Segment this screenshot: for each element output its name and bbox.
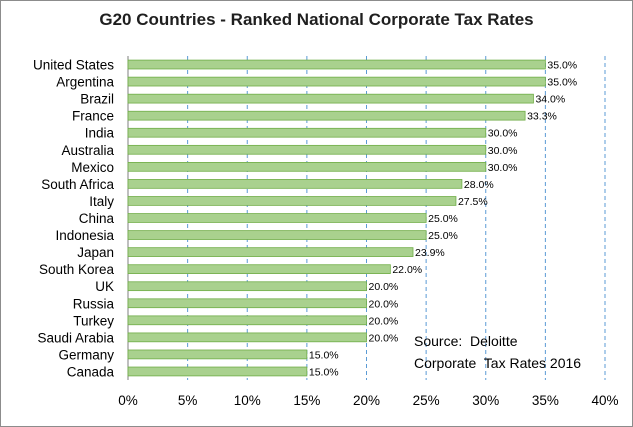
category-label: Turkey [73,313,114,328]
category-label: South Africa [41,177,114,192]
category-label: Germany [58,347,114,362]
data-label: 35.0% [547,60,577,72]
data-label: 15.0% [309,349,339,361]
category-label: China [79,211,115,226]
source-line-2: Corporate Tax Rates 2016 [414,355,582,371]
category-label: South Korea [39,262,115,277]
bar [127,264,391,274]
category-label: Australia [61,143,114,158]
bar [127,196,457,206]
chart-title: G20 Countries - Ranked National Corporat… [99,10,534,29]
data-label: 20.0% [369,332,399,344]
x-tick-label: 15% [293,393,320,408]
category-label: Indonesia [55,228,114,243]
x-tick-label: 0% [118,393,138,408]
x-tick-label: 30% [472,393,499,408]
category-label: Canada [67,364,115,379]
x-tick-label: 40% [591,393,618,408]
bar [127,144,487,155]
category-label: India [85,126,115,141]
bar [127,110,526,121]
category-label: UK [95,279,114,294]
data-label: 35.0% [547,77,577,89]
category-label: Russia [73,296,115,311]
bar [127,315,367,326]
source-line-1: Source: Deloitte [414,333,518,349]
bar [127,332,367,343]
data-label: 30.0% [488,162,518,174]
bar [127,366,308,377]
data-label: 22.0% [392,264,422,276]
category-label: United States [33,58,114,73]
data-label: 28.0% [464,179,494,191]
x-tick-label: 10% [234,393,261,408]
x-tick-label: 25% [413,393,440,408]
data-label: 20.0% [369,281,399,293]
bar [127,230,427,240]
bar [127,247,414,257]
data-label: 27.5% [458,196,488,208]
category-label: Italy [89,194,114,209]
data-label: 15.0% [309,366,339,378]
x-tick-label: 20% [353,393,380,408]
bar [127,179,463,189]
category-label: Argentina [56,75,114,90]
bar [127,281,367,292]
category-label: Brazil [80,92,114,107]
bar [127,162,487,172]
category-label: France [72,109,114,124]
data-label: 20.0% [369,315,399,327]
x-tick-label: 5% [178,393,198,408]
bar [127,59,546,70]
bar [127,213,427,223]
bar [127,349,308,360]
data-label: 20.0% [369,298,399,310]
data-label: 30.0% [488,128,518,140]
data-label: 23.9% [415,247,445,259]
data-label: 33.3% [527,111,557,123]
x-tick-label: 35% [532,393,559,408]
bar [127,298,367,309]
source-annotation: Source: Deloitte Corporate Tax Rates 201… [414,330,581,374]
category-label: Mexico [71,160,114,175]
bar [127,76,546,87]
category-label: Japan [77,245,114,260]
category-label: Saudi Arabia [37,330,114,345]
bar [127,127,487,138]
bar [127,93,534,104]
data-label: 34.0% [535,94,565,106]
data-label: 25.0% [428,230,458,242]
data-label: 25.0% [428,213,458,225]
data-label: 30.0% [488,145,518,157]
